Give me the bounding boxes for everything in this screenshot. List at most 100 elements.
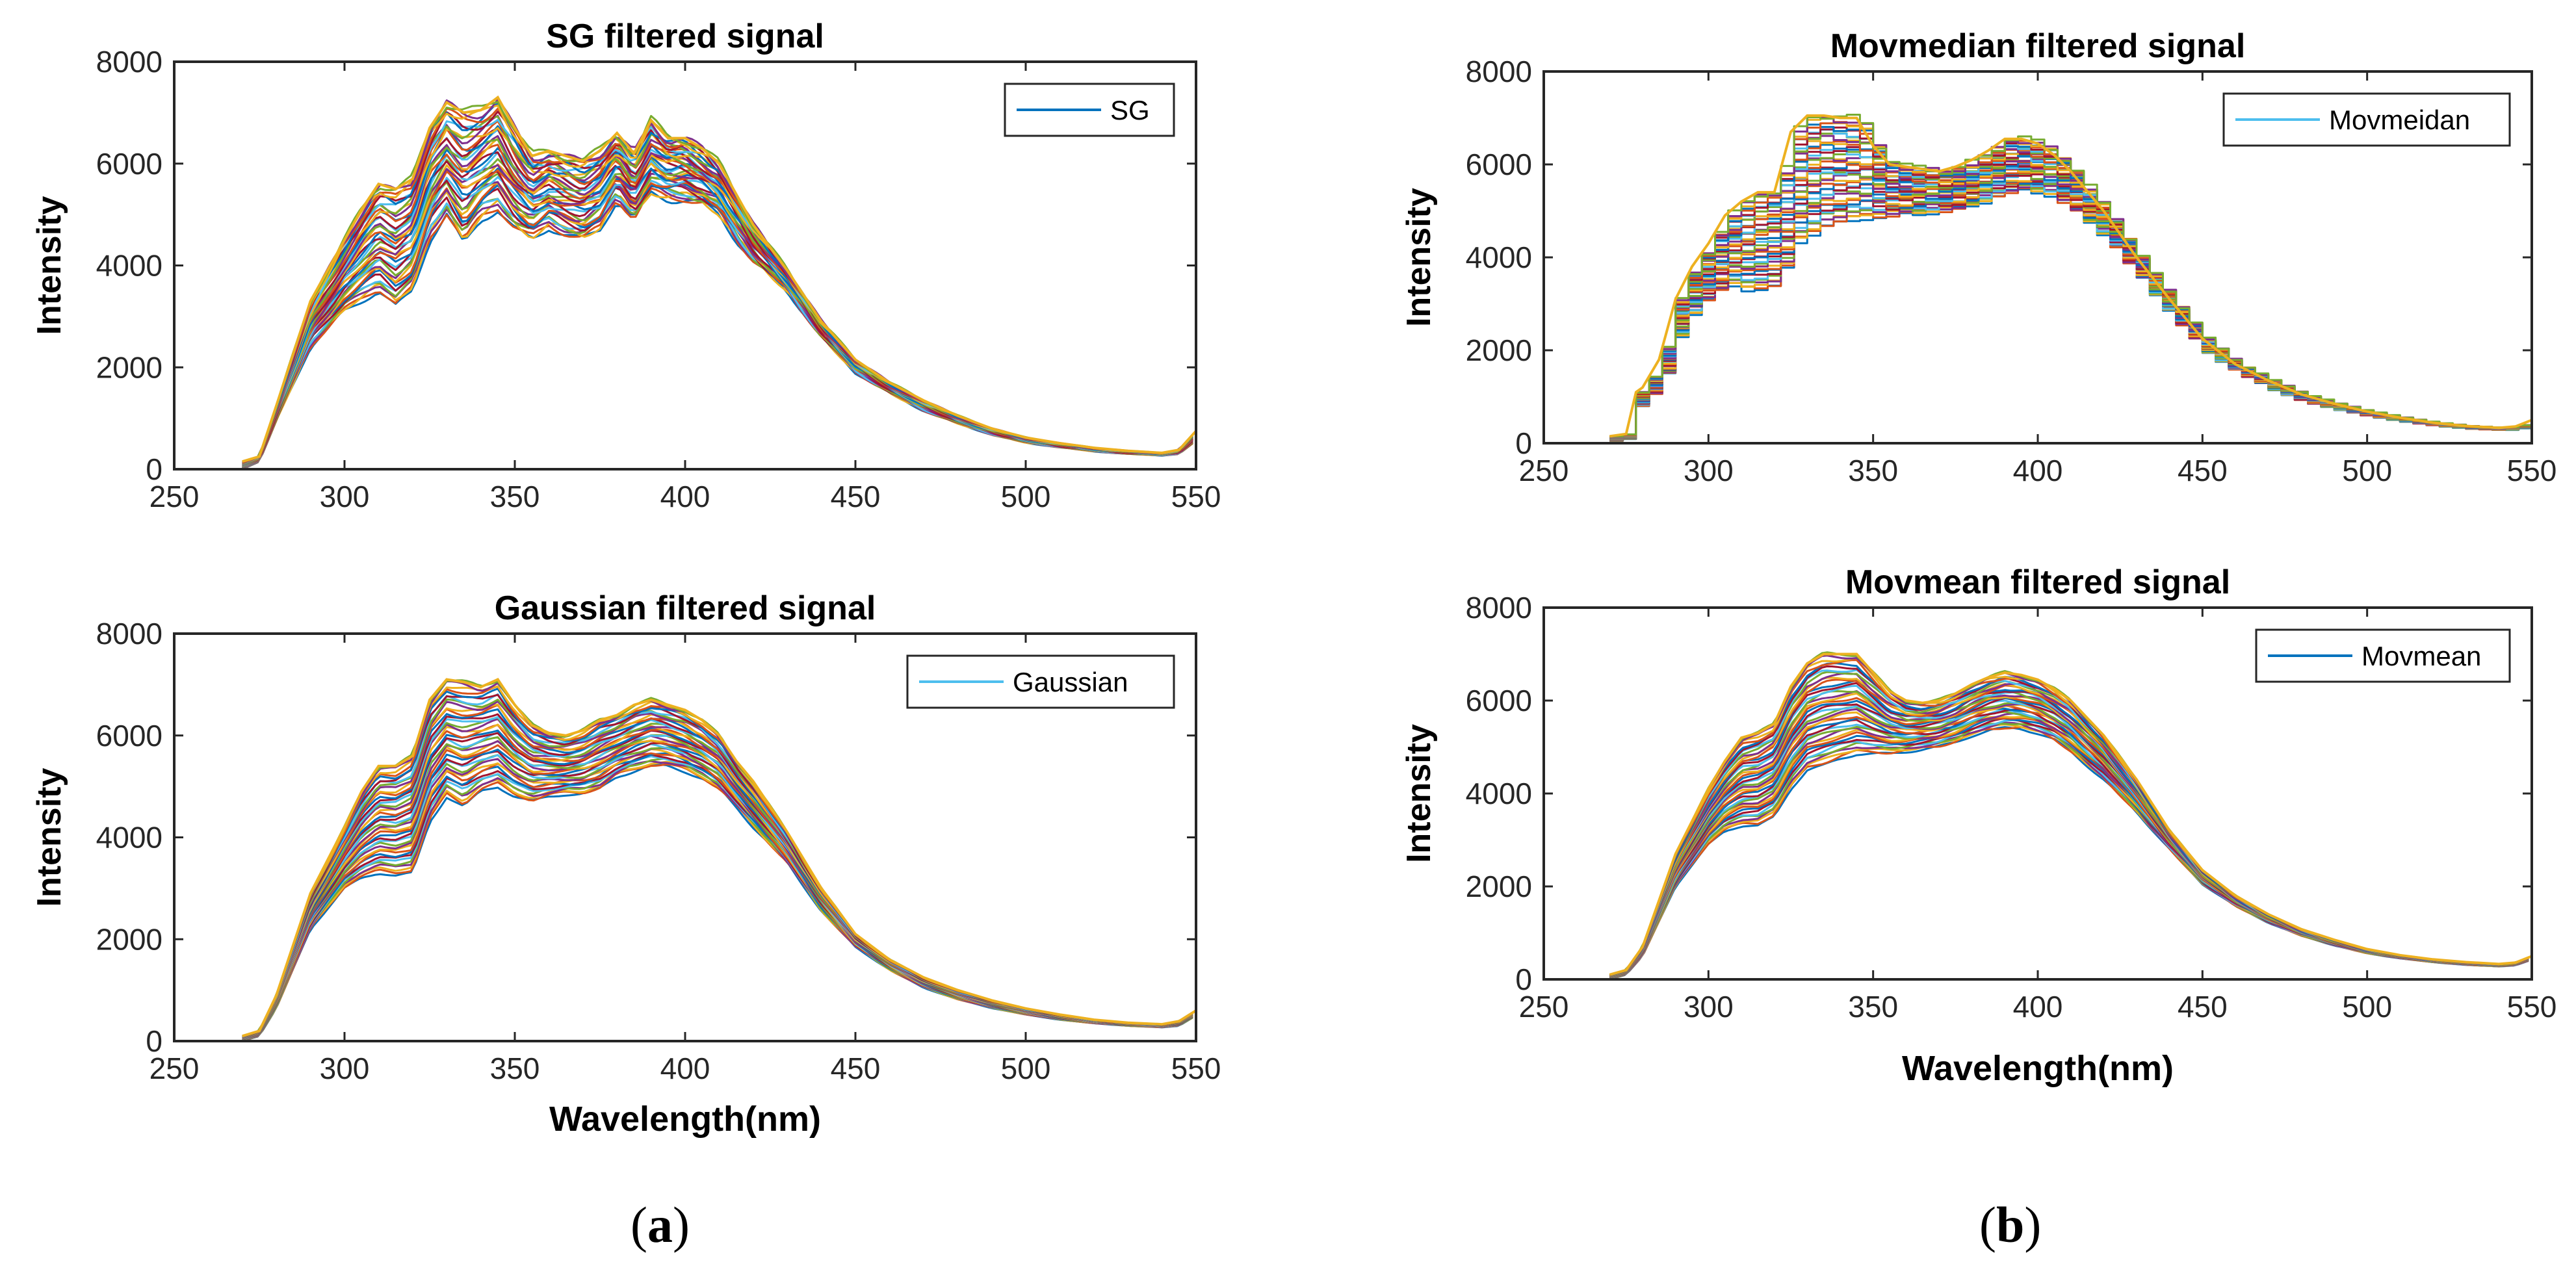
sg-x-tick-label: 500 <box>1001 480 1051 513</box>
gaussian-x-tick-label: 450 <box>831 1051 881 1085</box>
gaussian-series-line <box>242 752 1193 1041</box>
movmedian-series-line <box>1609 173 2532 441</box>
gaussian-x-tick-label: 400 <box>660 1051 710 1085</box>
sg-y-tick-label: 8000 <box>96 45 163 79</box>
movmean-series-group <box>1609 651 2532 979</box>
movmedian-x-tick-label: 450 <box>2178 454 2228 487</box>
sg-y-axis-label: Intensity <box>31 196 68 335</box>
gaussian-y-tick-label: 0 <box>146 1024 163 1058</box>
panel-label-b-close: ) <box>2024 1196 2042 1253</box>
movmedian-y-tick-label: 2000 <box>1466 333 1532 367</box>
gaussian-series-group <box>242 677 1196 1041</box>
panel-label-a-close: ) <box>672 1196 690 1253</box>
movmean-upper-envelope-line <box>1609 652 2532 976</box>
chart-movmean-filtered: 250 300 350 400 450 500 550 0 2000 4000 6000 8000 M… <box>1400 563 2556 1088</box>
movmedian-y-axis-label: Intensity <box>1400 188 1438 327</box>
gaussian-x-tick-label: 300 <box>320 1051 370 1085</box>
movmean-y-tick-label: 6000 <box>1466 684 1532 717</box>
gaussian-legend: Gaussian <box>906 654 1175 709</box>
sg-x-tick-label: 450 <box>831 480 881 513</box>
sg-x-tick-label: 250 <box>150 480 200 513</box>
movmean-x-tick-label: 350 <box>1848 990 1898 1024</box>
sg-series-line <box>242 181 1193 469</box>
panel-label-a-open: ( <box>631 1196 647 1253</box>
gaussian-y-tick-label: 8000 <box>96 617 163 651</box>
movmedian-series-line <box>1609 183 2532 442</box>
gaussian-axes: 250 300 350 400 450 500 550 0 2000 4000 6000 8000 <box>96 617 1221 1085</box>
panel-label-b-open: ( <box>1979 1196 1996 1253</box>
sg-y-tick-label: 4000 <box>96 249 163 283</box>
movmean-y-axis-label: Intensity <box>1400 724 1438 863</box>
movmedian-axes: 250 300 350 400 450 500 550 0 2000 4000 6000 8000 <box>1466 55 2557 487</box>
sg-y-tick-label: 6000 <box>96 147 163 181</box>
movmean-legend: Movmean <box>2255 628 2511 683</box>
sg-x-tick-label: 300 <box>320 480 370 513</box>
movmedian-x-tick-label: 400 <box>2013 454 2063 487</box>
sg-legend-label: SG <box>1110 95 1150 125</box>
movmedian-x-tick-label: 350 <box>1848 454 1898 487</box>
gaussian-y-tick-label: 6000 <box>96 719 163 753</box>
movmedian-series-line <box>1609 171 2532 441</box>
movmean-series-line <box>1609 672 2529 977</box>
movmedian-x-tick-label: 300 <box>1684 454 1734 487</box>
gaussian-y-tick-label: 4000 <box>96 821 163 855</box>
movmean-x-tick-label: 400 <box>2013 990 2063 1024</box>
movmean-legend-label: Movmean <box>2361 641 2481 671</box>
sg-axes: 250 300 350 400 450 500 550 0 2000 4000 6000 8000 <box>96 45 1221 513</box>
movmean-x-tick-label: 550 <box>2507 990 2557 1024</box>
gaussian-x-axis-label: Wavelength(nm) <box>549 1100 821 1139</box>
sg-x-tick-label: 550 <box>1171 480 1221 513</box>
gaussian-y-tick-label: 2000 <box>96 922 163 956</box>
sg-series-group <box>242 95 1196 469</box>
sg-y-tick-label: 0 <box>146 452 163 486</box>
gaussian-upper-envelope-line <box>242 677 1196 1038</box>
movmean-y-tick-label: 0 <box>1515 962 1532 996</box>
sg-x-tick-label: 350 <box>490 480 540 513</box>
movmean-x-tick-label: 250 <box>1519 990 1569 1024</box>
sg-upper-envelope-line <box>242 95 1196 463</box>
movmedian-series-line <box>1609 181 2532 441</box>
movmean-chart-title: Movmean filtered signal <box>1845 563 2230 601</box>
gaussian-series-line <box>242 755 1193 1041</box>
movmean-x-tick-label: 500 <box>2342 990 2392 1024</box>
sg-legend: SG <box>1004 83 1175 137</box>
movmean-series-line <box>1609 719 2529 979</box>
sg-x-tick-label: 400 <box>660 480 710 513</box>
movmean-y-tick-label: 8000 <box>1466 591 1532 625</box>
sg-series-line <box>242 172 1193 469</box>
movmedian-y-tick-label: 4000 <box>1466 240 1532 274</box>
movmedian-series-line <box>1609 184 2532 442</box>
panel-label-b: (b) <box>1979 1196 2041 1254</box>
gaussian-x-tick-label: 350 <box>490 1051 540 1085</box>
gaussian-x-tick-label: 250 <box>150 1051 200 1085</box>
gaussian-x-tick-label: 550 <box>1171 1051 1221 1085</box>
panel-label-a: (a) <box>631 1196 690 1254</box>
gaussian-y-axis-label: Intensity <box>31 768 68 907</box>
panel-label-a-letter: a <box>647 1196 673 1253</box>
movmedian-x-tick-label: 250 <box>1519 454 1569 487</box>
gaussian-legend-label: Gaussian <box>1013 667 1128 697</box>
gaussian-chart-title: Gaussian filtered signal <box>495 589 876 627</box>
gaussian-series-line <box>242 760 1193 1041</box>
sg-series-line <box>242 179 1193 469</box>
sg-series-line <box>242 101 1193 463</box>
movmean-x-tick-label: 450 <box>2178 990 2228 1024</box>
gaussian-series-line <box>242 685 1193 1038</box>
movmean-x-tick-label: 300 <box>1684 990 1734 1024</box>
movmean-y-tick-label: 4000 <box>1466 777 1532 810</box>
gaussian-x-tick-label: 500 <box>1001 1051 1051 1085</box>
gaussian-series-line <box>242 752 1193 1041</box>
movmedian-legend-label: Movmeidan <box>2329 105 2470 135</box>
movmean-axes: 250 300 350 400 450 500 550 0 2000 4000 6000 8000 <box>1466 591 2557 1024</box>
movmedian-x-tick-label: 500 <box>2342 454 2392 487</box>
chart-gaussian-filtered: 250 300 350 400 450 500 550 0 2000 4000 6000 8000 G… <box>31 589 1221 1139</box>
panel-label-b-letter: b <box>1996 1196 2025 1253</box>
movmedian-chart-title: Movmedian filtered signal <box>1830 27 2246 65</box>
movmedian-x-tick-label: 550 <box>2507 454 2557 487</box>
chart-movmedian-filtered: 250 300 350 400 450 500 550 0 2000 4000 6000 8000 M… <box>1400 27 2556 487</box>
chart-sg-filtered: 250 300 350 400 450 500 550 0 2000 4000 6000 8000 S… <box>31 18 1221 513</box>
sg-series-line <box>242 137 1193 466</box>
movmedian-upper-envelope-line <box>1609 114 2532 438</box>
sg-chart-title: SG filtered signal <box>546 18 824 55</box>
